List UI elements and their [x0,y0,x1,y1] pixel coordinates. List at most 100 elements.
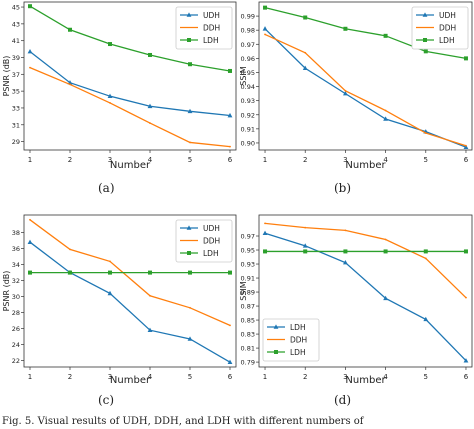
data-point-udh [343,91,348,96]
data-point-udh [187,336,193,341]
y-tick-label: 41 [12,37,20,45]
legend-label-ldh: LDH [203,36,219,45]
legend: UDH DDH LDH [411,6,469,50]
x-tick-label: 6 [464,156,469,164]
data-point-ldh [228,270,232,275]
series-line-udh [264,232,467,362]
data-point-ddh [424,257,427,260]
y-tick-label: 0.97 [241,41,255,49]
data-point-ldh [343,26,348,31]
y-axis-label: PSNR (dB) [2,56,11,97]
x-tick-label: 2 [303,156,307,164]
x-tick-label: 4 [148,156,153,164]
data-point-ldh [343,249,348,254]
x-tick-label: 5 [424,156,428,164]
data-point-ldh [68,270,72,275]
data-point-ddh [189,306,191,309]
data-point-udh [27,49,33,54]
data-point-ldh [423,49,428,54]
data-point-udh [302,65,308,71]
data-point-ddh [264,33,266,36]
y-tick-label: 36 [12,245,20,253]
data-point-ddh [264,222,266,225]
data-point-ddh [69,248,71,251]
legend-marker-ldh [423,38,427,42]
data-point-udh [383,116,388,121]
data-point-ldh [228,68,232,73]
data-point-ddh [229,324,231,327]
x-tick-label: 6 [464,373,469,381]
data-point-udh [262,26,268,31]
plot-frame [23,1,237,151]
legend-marker-ldh [187,251,191,255]
data-point-ddh [229,145,231,148]
y-tick-label: 0.95 [241,69,255,77]
y-tick-label: 28 [12,309,20,317]
x-tick-label: 5 [188,156,192,164]
legend-label-ddh: DDH [439,24,456,33]
x-axis-label: Number [110,375,151,386]
y-tick-label: 0.99 [241,13,255,21]
panel-c-caption: (c) [98,393,115,407]
data-point-ddh [149,122,151,124]
data-point-ldh [463,249,468,254]
series-line-ddh [29,219,231,326]
y-tick-label: 0.94 [241,83,255,91]
series-line-udh [264,28,467,148]
x-tick-label: 6 [228,156,233,164]
data-point-ddh [344,229,347,232]
data-point-ddh [69,83,71,86]
data-point-udh [343,260,348,265]
data-point-ddh [304,51,307,54]
legend-label-ddh: DDH [290,336,307,345]
y-tick-label: 24 [12,341,20,349]
x-tick-label: 6 [228,373,233,381]
series-line-ddh [264,33,467,147]
legend-marker-udh [186,225,192,230]
legend-label-ldh: LDH [290,348,306,357]
legend-label-ddh: DDH [203,237,220,246]
data-point-ddh [384,238,387,241]
plot-frame [258,214,473,368]
data-point-udh [423,316,429,322]
x-tick-label: 2 [68,373,72,381]
x-axis-label: Number [345,375,386,386]
data-point-udh [147,327,153,332]
data-point-ddh [149,294,151,297]
legend: UDH DDH LDH [175,6,233,50]
legend-label-udh: LDH [290,323,306,332]
y-tick-label: 0.95 [241,247,255,255]
y-tick-label: 0.83 [241,331,255,339]
data-point-ddh [109,102,111,104]
data-point-ddh [29,66,31,69]
x-tick-label: 3 [343,156,347,164]
x-tick-label: 1 [263,156,267,164]
data-point-ldh [188,62,192,67]
y-tick-label: 22 [12,357,20,365]
series-line-udh [29,241,231,363]
data-point-udh [383,295,388,301]
y-tick-label: 0.92 [241,111,255,119]
y-tick-label: 29 [12,138,20,146]
y-tick-label: 0.89 [241,289,255,297]
legend-label-ddh: DDH [203,24,220,33]
legend: UDH DDH LDH [175,219,233,263]
data-point-ldh [28,4,32,9]
data-point-ldh [28,270,32,275]
y-tick-label: 32 [12,277,20,285]
legend-marker-ldh [274,350,278,354]
x-tick-label: 1 [28,373,32,381]
data-point-ldh [148,270,152,275]
data-point-ldh [263,249,268,254]
x-tick-label: 5 [188,373,192,381]
x-axis-label: Number [345,160,386,171]
data-point-ddh [189,141,191,144]
y-tick-label: 39 [12,54,20,62]
y-tick-label: 33 [12,104,20,112]
data-point-ddh [465,144,467,147]
y-tick-label: 0.98 [241,27,255,35]
data-point-ddh [109,260,111,263]
data-point-ldh [188,270,192,275]
y-axis-label: PSNR (dB) [2,271,11,312]
